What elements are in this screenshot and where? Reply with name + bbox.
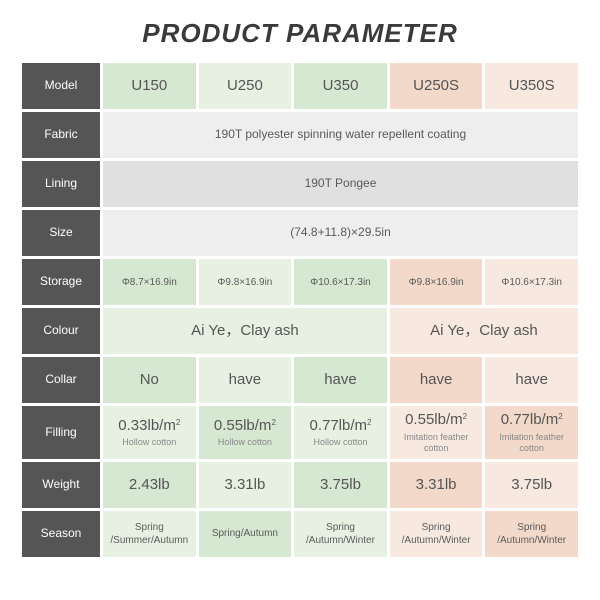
storage-4: Φ10.6×17.3in	[485, 259, 578, 305]
row-label-colour: Colour	[22, 308, 100, 354]
season-1: Spring/Autumn	[199, 511, 292, 557]
filling-2: 0.77lb/m2Hollow cotton	[294, 406, 387, 459]
colour-pink: Ai Ye，Clay ash	[390, 308, 578, 354]
storage-2: Φ10.6×17.3in	[294, 259, 387, 305]
row-label-season: Season	[22, 511, 100, 557]
page-title: PRODUCT PARAMETER	[22, 18, 578, 49]
season-3: Spring /Autumn/Winter	[390, 511, 483, 557]
lining-value: 190T Pongee	[103, 161, 578, 207]
row-label-filling: Filling	[22, 406, 100, 459]
row-label-weight: Weight	[22, 462, 100, 508]
colour-green: Ai Ye，Clay ash	[103, 308, 387, 354]
filling-1: 0.55lb/m2Hollow cotton	[199, 406, 292, 459]
filling-0: 0.33lb/m2Hollow cotton	[103, 406, 196, 459]
season-0: Spring /Summer/Autumn	[103, 511, 196, 557]
fabric-value: 190T polyester spinning water repellent …	[103, 112, 578, 158]
collar-3: have	[390, 357, 483, 403]
row-label-size: Size	[22, 210, 100, 256]
storage-0: Φ8.7×16.9in	[103, 259, 196, 305]
model-1: U250	[199, 63, 292, 109]
storage-1: Φ9.8×16.9in	[199, 259, 292, 305]
size-value: (74.8+11.8)×29.5in	[103, 210, 578, 256]
model-0: U150	[103, 63, 196, 109]
collar-0: No	[103, 357, 196, 403]
season-2: Spring /Autumn/Winter	[294, 511, 387, 557]
model-3: U250S	[390, 63, 483, 109]
weight-1: 3.31lb	[199, 462, 292, 508]
collar-1: have	[199, 357, 292, 403]
model-2: U350	[294, 63, 387, 109]
row-label-model: Model	[22, 63, 100, 109]
model-4: U350S	[485, 63, 578, 109]
season-4: Spring /Autumn/Winter	[485, 511, 578, 557]
filling-3: 0.55lb/m2Imitation feather cotton	[390, 406, 483, 459]
row-label-collar: Collar	[22, 357, 100, 403]
row-label-lining: Lining	[22, 161, 100, 207]
filling-4: 0.77lb/m2Imitation feather cotton	[485, 406, 578, 459]
row-label-fabric: Fabric	[22, 112, 100, 158]
weight-4: 3.75lb	[485, 462, 578, 508]
row-label-storage: Storage	[22, 259, 100, 305]
parameter-table: Model U150 U250 U350 U250S U350S Fabric …	[22, 63, 578, 557]
weight-2: 3.75lb	[294, 462, 387, 508]
storage-3: Φ9.8×16.9in	[390, 259, 483, 305]
weight-0: 2.43lb	[103, 462, 196, 508]
collar-2: have	[294, 357, 387, 403]
collar-4: have	[485, 357, 578, 403]
weight-3: 3.31lb	[390, 462, 483, 508]
